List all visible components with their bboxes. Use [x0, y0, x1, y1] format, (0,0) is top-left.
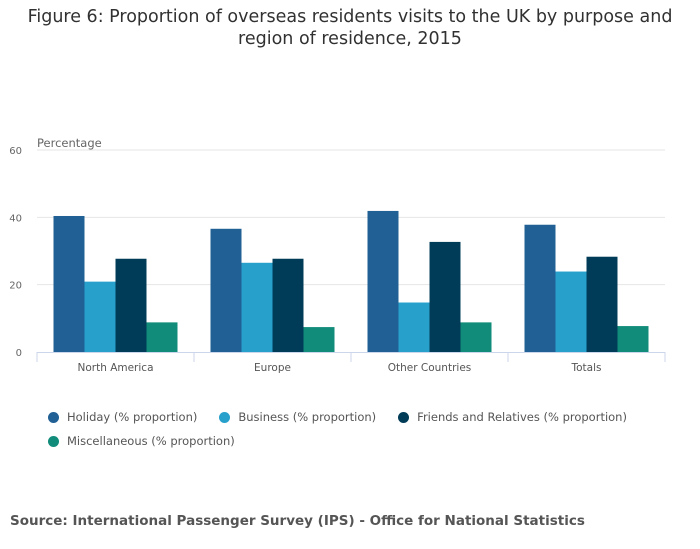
- bar: [429, 241, 461, 352]
- legend-label: Holiday (% proportion): [67, 410, 198, 424]
- y-tick-label: 60: [9, 146, 22, 157]
- legend-item[interactable]: Business (% proportion): [219, 405, 376, 429]
- y-tick-label: 40: [9, 213, 22, 224]
- legend-marker-icon: [398, 411, 410, 423]
- source-note: Source: International Passenger Survey (…: [10, 513, 585, 529]
- bar: [617, 326, 649, 352]
- bar: [115, 258, 147, 352]
- x-tick-label: Europe: [254, 362, 291, 374]
- bar: [53, 215, 85, 352]
- x-tick-label: Other Countries: [388, 362, 472, 374]
- legend-marker-icon: [48, 435, 59, 447]
- bar: [303, 327, 335, 352]
- legend-item[interactable]: Miscellaneous (% proportion): [48, 429, 235, 453]
- legend-label: Miscellaneous (% proportion): [67, 434, 235, 448]
- bar: [272, 258, 304, 352]
- legend-label: Business (% proportion): [238, 410, 377, 424]
- legend-marker-icon: [48, 411, 59, 423]
- bar: [524, 224, 556, 352]
- y-tick-label: 20: [9, 281, 22, 292]
- legend-label: Friends and Relatives (% proportion): [417, 410, 627, 424]
- bar: [241, 262, 273, 352]
- chart-title: Figure 6: Proportion of overseas residen…: [27, 7, 673, 49]
- bar: [367, 210, 399, 352]
- bar: [586, 256, 618, 352]
- legend-item[interactable]: Holiday (% proportion): [48, 405, 197, 429]
- y-axis-label: Percentage: [37, 136, 102, 150]
- bar: [555, 271, 587, 352]
- x-tick-label: North America: [77, 362, 153, 374]
- bar-chart: Percentage 0 20 40 60 North America Europe Othe…: [9, 136, 666, 374]
- x-tick-label: Totals: [571, 362, 602, 374]
- legend: Holiday (% proportion) Business (% propor…: [48, 405, 668, 453]
- bar: [460, 322, 492, 352]
- y-tick-label: 0: [16, 348, 22, 359]
- bar: [146, 322, 178, 352]
- bar: [398, 302, 430, 352]
- bar: [84, 281, 116, 352]
- legend-item[interactable]: Friends and Relatives (% proportion): [398, 405, 627, 429]
- bar: [210, 228, 242, 352]
- legend-marker-icon: [219, 411, 231, 423]
